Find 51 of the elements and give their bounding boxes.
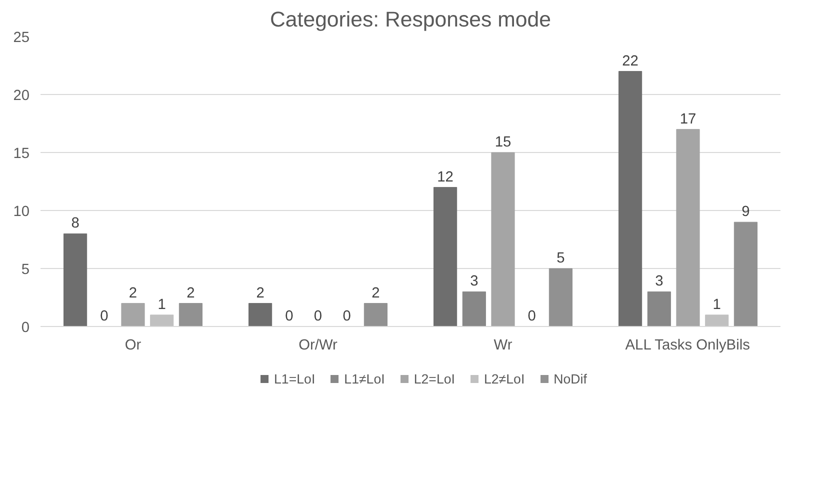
chart-title: Categories: Responses mode — [270, 8, 551, 32]
data-label: 15 — [494, 134, 512, 150]
data-label: 0 — [314, 308, 322, 324]
bar — [364, 303, 388, 326]
data-label: 22 — [622, 53, 638, 70]
bar — [676, 129, 700, 326]
data-label: 0 — [528, 308, 536, 324]
data-label: 9 — [742, 204, 750, 220]
y-tick-label: 15 — [13, 146, 30, 162]
legend-label: L2=LoI — [414, 371, 455, 386]
legend-label: L1≠LoI — [344, 371, 385, 386]
bar — [178, 303, 203, 326]
data-label: 2 — [256, 285, 264, 302]
bar — [150, 314, 174, 326]
y-tick-label: 25 — [13, 30, 30, 46]
bar — [618, 71, 642, 326]
x-tick-label: Wr — [494, 338, 512, 354]
bar — [121, 303, 145, 326]
x-tick-label: Or — [124, 338, 142, 354]
y-tick-label: 10 — [13, 204, 30, 220]
bar — [548, 268, 573, 326]
bar — [705, 314, 729, 326]
data-label: 17 — [680, 111, 696, 128]
bar — [248, 303, 272, 326]
data-label: 2 — [128, 285, 138, 302]
x-tick-label: ALL Tasks OnlyBils — [625, 338, 750, 354]
legend-label: L2≠LoI — [484, 371, 525, 386]
x-tick-label: Or/Wr — [298, 338, 338, 354]
bar — [734, 222, 758, 326]
legend-label: L1=LoI — [274, 371, 316, 386]
y-tick-label: 0 — [21, 320, 30, 336]
data-label: 3 — [470, 274, 478, 290]
bar — [63, 233, 88, 326]
data-label: 2 — [372, 285, 380, 302]
bar — [491, 152, 515, 326]
data-label: 0 — [342, 308, 351, 324]
y-tick-label: 20 — [13, 88, 30, 104]
data-label: 8 — [71, 216, 80, 232]
data-label: 1 — [158, 296, 166, 313]
bar — [433, 187, 458, 326]
bar — [462, 291, 486, 326]
bar — [647, 291, 671, 326]
y-tick-label: 5 — [21, 262, 30, 278]
data-label: 1 — [712, 296, 721, 313]
data-label: 2 — [186, 285, 195, 302]
data-label: 5 — [556, 250, 565, 266]
data-label: 0 — [100, 308, 108, 324]
data-label: 12 — [437, 169, 454, 186]
legend-label: NoDif — [554, 371, 587, 386]
data-label: 0 — [285, 308, 294, 324]
data-label: 3 — [655, 274, 664, 290]
